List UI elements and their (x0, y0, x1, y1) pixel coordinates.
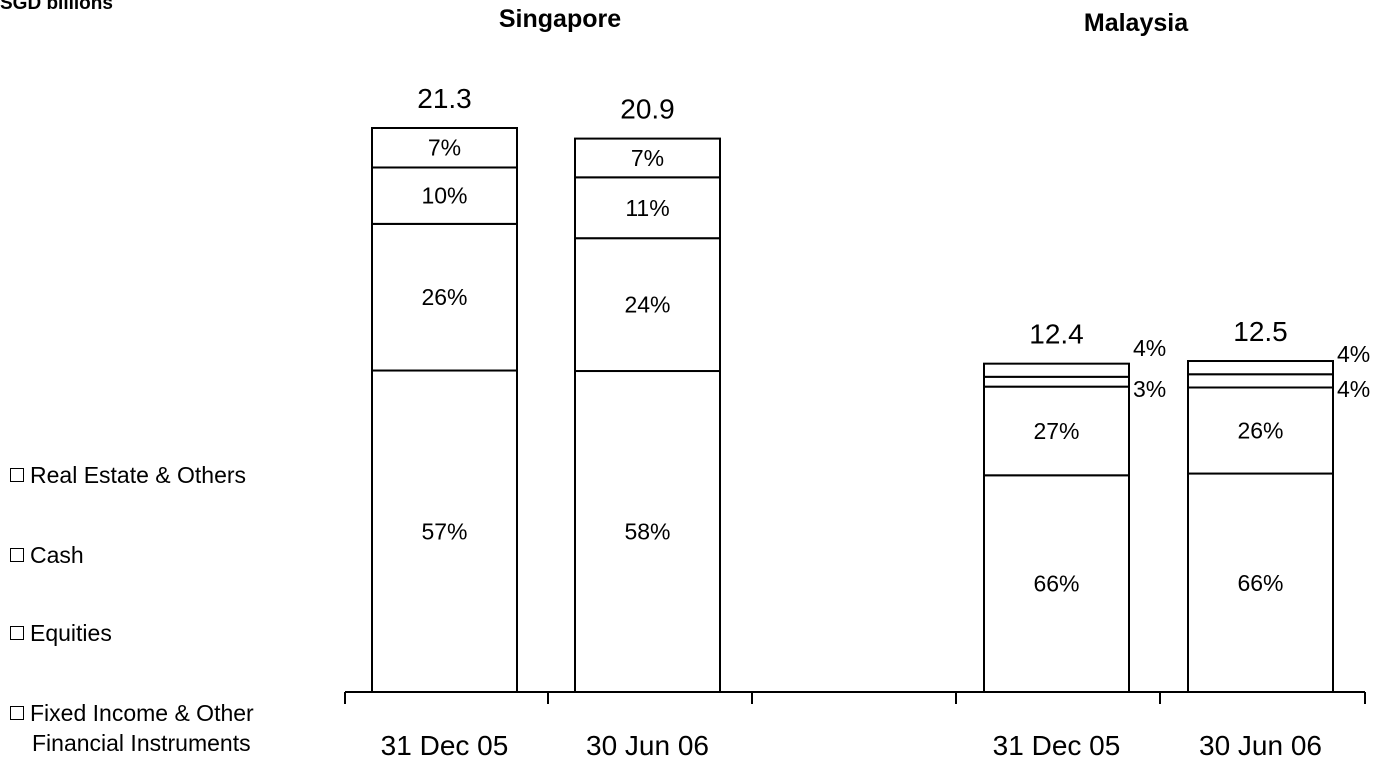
bar-segment-cash (371, 166, 518, 225)
bar-total-label: 12.5 (1233, 316, 1288, 347)
bar-segment-cash (983, 375, 1130, 388)
x-tick-label: 31 Dec 05 (993, 730, 1121, 761)
bar-total-label: 21.3 (417, 83, 472, 114)
bar-segment-real-estate-others (371, 127, 518, 169)
bar-segment-real-estate-others (983, 362, 1130, 378)
bar-segment-fixed-income-other-financial-instruments (1187, 472, 1334, 693)
bar-total-label: 20.9 (620, 94, 675, 125)
segment-label: 4% (1133, 335, 1166, 361)
segment-label: 4% (1337, 341, 1370, 367)
segment-label: 27% (1033, 418, 1079, 444)
x-tick-label: 31 Dec 05 (381, 730, 509, 761)
unit-label: SGD billions (0, 0, 113, 14)
segment-label: 10% (421, 183, 467, 209)
bar-total-label: 12.4 (1029, 319, 1084, 350)
legend-label: Equities (30, 620, 112, 646)
segment-label: 3% (1133, 376, 1166, 402)
group-title-malaysia: Malaysia (1083, 9, 1189, 37)
segment-label: 24% (624, 292, 670, 318)
legend-item-equities: Equities (10, 620, 112, 647)
bar-segment-fixed-income-other-financial-instruments (983, 474, 1130, 693)
segment-label: 57% (421, 518, 467, 544)
legend-swatch (10, 467, 24, 482)
bar-segment-real-estate-others (1187, 360, 1334, 376)
segment-label: 26% (421, 284, 467, 310)
group-title-singapore: Singapore (498, 5, 622, 33)
segment-label: 58% (624, 519, 670, 545)
legend-label: Real Estate & Others (30, 462, 247, 488)
x-tick-label: 30 Jun 06 (586, 730, 709, 761)
legend-item-cash: Cash (10, 542, 84, 569)
legend-label: Fixed Income & Other (30, 700, 254, 726)
segment-label: 66% (1033, 571, 1079, 597)
bar-segment-equities (983, 385, 1130, 477)
bar-segment-real-estate-others (574, 137, 721, 179)
legend-swatch (10, 705, 24, 720)
legend-item-real-estate: Real Estate & Others (10, 462, 246, 489)
bar-segment-equities (1187, 386, 1334, 475)
x-tick-label: 30 Jun 06 (1199, 730, 1322, 761)
segment-label: 7% (631, 145, 664, 171)
segment-label: 4% (1337, 376, 1370, 402)
segment-label: 66% (1237, 570, 1283, 596)
legend-swatch (10, 625, 24, 640)
segment-label: 26% (1237, 418, 1283, 444)
bar-segment-cash (1187, 373, 1334, 389)
legend-item-fixed-income: Fixed Income & Other Financial Instrumen… (10, 698, 254, 758)
bar-segment-equities (574, 237, 721, 373)
legend-label: Cash (30, 542, 84, 568)
legend-swatch (10, 547, 24, 562)
segment-label: 11% (625, 195, 669, 221)
bar-segment-equities (371, 222, 518, 372)
segment-label: 7% (428, 135, 461, 161)
legend-label-continued: Financial Instruments (32, 730, 251, 756)
